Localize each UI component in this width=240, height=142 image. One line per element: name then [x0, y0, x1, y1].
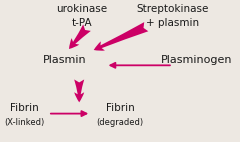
Text: urokinase: urokinase [56, 4, 107, 14]
Text: (X-linked): (X-linked) [4, 118, 44, 127]
Text: Streptokinase: Streptokinase [137, 4, 209, 14]
Text: + plasmin: + plasmin [146, 18, 199, 28]
Text: Fibrin: Fibrin [10, 103, 38, 113]
Text: Fibrin: Fibrin [106, 103, 134, 113]
Text: (degraded): (degraded) [96, 118, 144, 127]
Text: Plasmin: Plasmin [43, 55, 87, 65]
Text: t-PA: t-PA [71, 18, 92, 28]
Text: Plasminogen: Plasminogen [161, 55, 233, 65]
